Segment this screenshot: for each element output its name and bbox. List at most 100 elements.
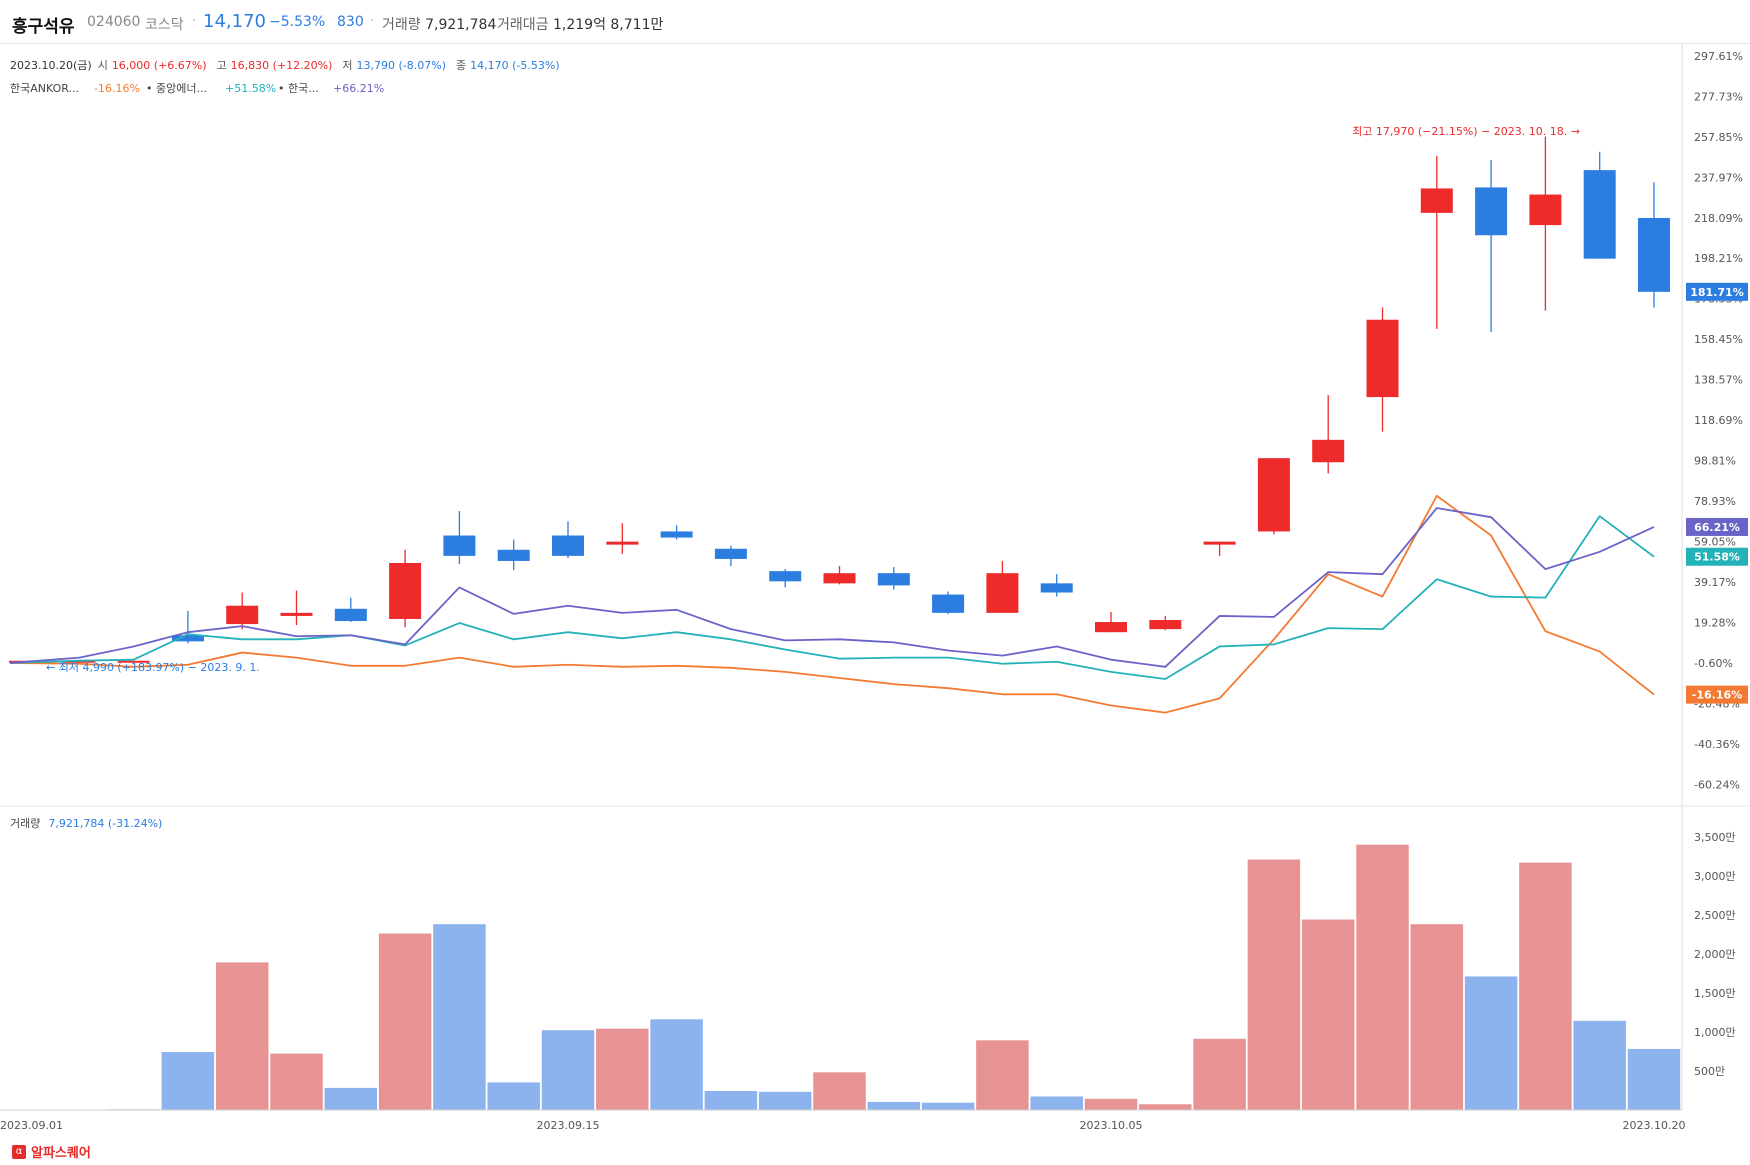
brand-name: 알파스퀘어 — [31, 1146, 91, 1161]
legend-joongang-name: • 중앙에너... — [146, 82, 207, 95]
volume-tick-label: 3,000만 — [1694, 870, 1736, 883]
candle-body — [1420, 188, 1453, 213]
high-annotation: 최고 17,970 (−21.15%) − 2023. 10. 18. → — [1352, 125, 1580, 138]
y-tick-label: 257.85% — [1694, 131, 1743, 144]
volume-bar — [975, 1039, 1030, 1111]
volume-label: 거래량 — [382, 17, 421, 33]
open-label: 시 — [98, 59, 108, 72]
volume-bar — [377, 932, 433, 1111]
volume-bar — [1572, 1019, 1627, 1111]
y-tick-label: 277.73% — [1694, 90, 1743, 103]
volume-bar — [1138, 1103, 1193, 1111]
y-tick-label: 198.21% — [1694, 252, 1743, 265]
low-label: 저 — [342, 59, 352, 72]
volume-bars — [0, 843, 1682, 1111]
price-chart[interactable]: 297.61% 277.73% 257.85% 237.97% 218.09% 198.2… — [0, 44, 1750, 1139]
candle-body — [497, 549, 530, 561]
candle-body — [606, 541, 639, 545]
volume-info-label: 거래량 — [10, 817, 40, 830]
candle-body — [171, 635, 204, 642]
candle-body — [226, 605, 259, 625]
low-annotation: ← 최저 4,990 (+183.97%) − 2023. 9. 1. — [46, 661, 260, 674]
volume-bar — [649, 1018, 704, 1111]
volume-bar — [1409, 923, 1465, 1111]
alpha-logo-icon: α — [12, 1144, 26, 1159]
y-tick-label: -0.60% — [1694, 657, 1733, 670]
change-amount: 830 — [337, 14, 364, 30]
volume-bar — [432, 923, 487, 1111]
volume-bar — [486, 1081, 541, 1111]
amount-label: 거래대금 — [497, 17, 549, 33]
candle-body — [334, 608, 367, 622]
candle-body — [877, 573, 910, 586]
candle-body — [1366, 319, 1399, 398]
axes — [0, 44, 1750, 1111]
volume-bar — [323, 1086, 379, 1111]
volume-tick-label: 1,000만 — [1694, 1026, 1736, 1039]
stock-code: 024060 — [87, 14, 141, 30]
volume-bar — [1626, 1047, 1682, 1111]
stock-name[interactable]: 흥구석유 — [12, 17, 75, 37]
volume-bar — [595, 1027, 650, 1111]
volume-bar — [866, 1100, 922, 1111]
volume-bar — [1463, 975, 1519, 1111]
date-x-axis: 2023.09.01 2023.09.15 2023.10.05 2023.10.20 — [0, 1119, 1685, 1132]
volume-bar — [1518, 861, 1573, 1111]
value-badge-label: -16.16% — [1692, 689, 1742, 702]
volume-bar — [812, 1071, 867, 1111]
volume-summary: 거래량 7,921,784 — [382, 14, 496, 34]
y-tick-label: 138.57% — [1694, 374, 1743, 387]
x-tick-label: 2023.09.15 — [537, 1119, 600, 1132]
volume-info-value: 7,921,784 (-31.24%) — [48, 817, 162, 830]
value-badge — [1686, 517, 1748, 536]
stock-header: 흥구석유 024060 코스닥 · 14,170 −5.53% 830 · 거래… — [0, 0, 1750, 44]
volume-bar — [160, 1051, 216, 1111]
low-value: 13,790 (-8.07%) — [357, 59, 446, 72]
value-badge — [1686, 685, 1748, 704]
volume-bar — [1029, 1095, 1084, 1111]
volume-bar — [1246, 858, 1302, 1111]
candle-body — [1040, 583, 1073, 593]
market-label: 코스닥 — [145, 17, 184, 33]
candle-body — [280, 612, 313, 616]
compare-legend[interactable]: 한국ANKOR... -16.16% • 중앙에너... +51.58% • 한… — [10, 82, 384, 95]
candle-body — [1475, 187, 1508, 236]
candle-body — [714, 548, 747, 559]
y-tick-label: 19.28% — [1694, 616, 1736, 629]
volume-bar — [1192, 1037, 1247, 1111]
legend-ankor-name: 한국ANKOR... — [10, 82, 79, 95]
value-badge-label: 51.58% — [1694, 551, 1740, 564]
comparison-line — [9, 515, 1655, 680]
y-tick-label: 78.93% — [1694, 495, 1736, 508]
candle-body — [389, 562, 422, 619]
comparison-line — [9, 494, 1655, 714]
candle-body — [823, 573, 856, 584]
y-tick-label: 118.69% — [1694, 414, 1743, 427]
candle-body — [769, 571, 802, 582]
legend-hankook-value: +66.21% — [333, 82, 384, 95]
candle-body — [552, 535, 584, 556]
volume-info: 거래량 7,921,784 (-31.24%) — [10, 817, 162, 830]
candle-body — [1095, 622, 1127, 633]
volume-bar — [269, 1052, 324, 1111]
candle-body — [443, 535, 476, 556]
brand-logo[interactable]: α 알파스퀘어 — [12, 1142, 91, 1161]
volume-tick-label: 2,000만 — [1694, 948, 1736, 961]
candle-body — [932, 594, 965, 613]
candle-body — [660, 531, 693, 538]
candle-body — [1312, 439, 1345, 463]
x-tick-label: 2023.10.20 — [1623, 1119, 1686, 1132]
value-badge-label: 66.21% — [1694, 521, 1740, 534]
last-value-badges: 181.71% 66.21% 51.58% -16.16% — [1686, 282, 1748, 704]
volume-value: 7,921,784 — [425, 17, 497, 33]
candle-body — [1257, 458, 1290, 532]
change-rate: −5.53% — [269, 14, 326, 30]
ohlc-info: 2023.10.20(금) 시 16,000 (+6.67%) 고 16,830 (+1… — [10, 59, 560, 72]
legend-ankor-value: -16.16% — [94, 82, 140, 95]
y-tick-label: 59.05% — [1694, 536, 1736, 549]
volume-bar — [920, 1101, 976, 1111]
volume-bar — [703, 1090, 759, 1111]
amount-summary: 거래대금 1,219억 8,711만 — [497, 14, 663, 34]
comparison-line — [9, 507, 1655, 668]
volume-tick-label: 2,500만 — [1694, 909, 1736, 922]
